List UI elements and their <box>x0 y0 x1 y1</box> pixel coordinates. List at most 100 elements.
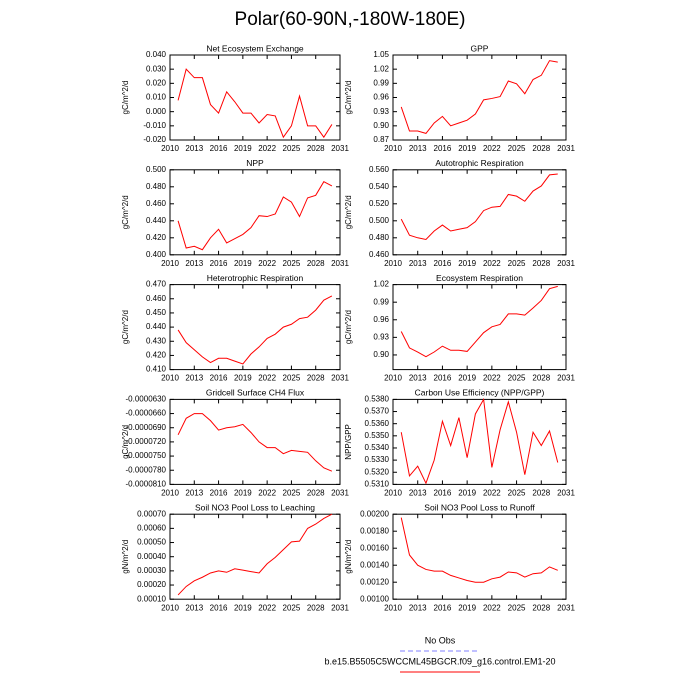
x-tick-label: 2013 <box>409 374 427 383</box>
y-tick-label: -0.0000780 <box>126 465 167 474</box>
x-tick-label: 2028 <box>307 144 325 153</box>
y-tick-label: 0.96 <box>373 315 389 324</box>
x-tick-label: 2016 <box>210 144 228 153</box>
y-tick-label: 0.020 <box>146 78 167 87</box>
x-tick-label: 2025 <box>283 374 301 383</box>
panel-title: Net Ecosystem Exchange <box>206 43 304 53</box>
x-tick-label: 2013 <box>409 259 427 268</box>
data-line <box>177 513 333 596</box>
y-tick-label: 0.470 <box>146 280 167 289</box>
y-tick-label: 0.00030 <box>137 566 166 575</box>
x-tick-label: 2025 <box>508 259 526 268</box>
y-tick-label: 0.400 <box>146 250 167 259</box>
y-tick-label: -0.020 <box>143 135 166 144</box>
y-tick-label: 0.000 <box>146 107 167 116</box>
y-axis-label: NPP/GPP <box>344 424 353 460</box>
x-tick-label: 2028 <box>532 259 550 268</box>
x-tick-label: 2016 <box>210 603 228 612</box>
y-tick-label: 0.540 <box>369 182 390 191</box>
x-tick-label: 2025 <box>508 374 526 383</box>
y-tick-label: 0.420 <box>146 233 167 242</box>
plot-frame <box>392 284 567 371</box>
y-tick-label: 0.5330 <box>365 455 390 464</box>
panel-title: Carbon Use Efficiency (NPP/GPP) <box>415 388 545 398</box>
y-tick-label: 0.90 <box>373 350 389 359</box>
y-tick-label: -0.0000750 <box>126 451 167 460</box>
y-tick-label: 1.05 <box>373 50 389 59</box>
y-axis-label: gC/m^2/d <box>344 310 353 344</box>
x-tick-label: 2025 <box>283 144 301 153</box>
y-tick-label: 0.460 <box>146 199 167 208</box>
y-tick-label: 0.430 <box>146 336 167 345</box>
x-tick-label: 2013 <box>185 374 203 383</box>
y-tick-label: 0.00180 <box>360 526 389 535</box>
y-tick-label: 0.420 <box>146 351 167 360</box>
x-tick-label: 2028 <box>532 603 550 612</box>
y-tick-label: 0.99 <box>373 297 389 306</box>
y-tick-label: 0.96 <box>373 93 389 102</box>
x-tick-label: 2031 <box>331 259 349 268</box>
x-tick-label: 2031 <box>557 144 575 153</box>
x-tick-label: 2010 <box>384 489 402 498</box>
y-tick-label: 0.93 <box>373 107 389 116</box>
y-tick-label: 0.00020 <box>137 580 166 589</box>
panel-title: Ecosystem Respiration <box>436 273 523 283</box>
y-tick-label: 0.5320 <box>365 467 390 476</box>
data-line <box>177 295 333 365</box>
y-tick-label: 0.030 <box>146 64 167 73</box>
x-tick-label: 2028 <box>532 374 550 383</box>
plot-frame <box>392 513 567 600</box>
plot-frame <box>392 398 567 485</box>
legend-label: No Obs <box>425 635 456 645</box>
y-tick-label: 0.5360 <box>365 419 390 428</box>
y-tick-label: -0.0000630 <box>126 395 167 404</box>
x-tick-label: 2013 <box>409 144 427 153</box>
y-tick-label: 0.450 <box>146 308 167 317</box>
plot-frame <box>169 169 341 256</box>
y-tick-label: 0.5340 <box>365 443 390 452</box>
x-tick-label: 2016 <box>434 603 452 612</box>
x-tick-label: 2010 <box>384 374 402 383</box>
y-tick-label: 0.93 <box>373 332 389 341</box>
x-tick-label: 2010 <box>161 144 179 153</box>
x-tick-label: 2010 <box>161 603 179 612</box>
x-tick-label: 2013 <box>185 259 203 268</box>
plot-frame <box>392 169 567 256</box>
x-tick-label: 2010 <box>384 259 402 268</box>
x-tick-label: 2022 <box>258 489 276 498</box>
y-tick-label: 0.460 <box>369 250 390 259</box>
x-tick-label: 2013 <box>185 603 203 612</box>
x-tick-label: 2025 <box>283 603 301 612</box>
x-tick-label: 2013 <box>185 144 203 153</box>
x-tick-label: 2022 <box>483 144 501 153</box>
y-tick-label: 0.480 <box>369 233 390 242</box>
y-tick-label: 0.040 <box>146 50 167 59</box>
y-tick-label: 0.410 <box>146 365 167 374</box>
x-tick-label: 2016 <box>210 259 228 268</box>
x-tick-label: 2013 <box>185 489 203 498</box>
legend-label: b.e15.B5505C5WCCML45BGCR.f09_g16.control… <box>324 656 555 666</box>
x-tick-label: 2013 <box>409 603 427 612</box>
x-tick-label: 2022 <box>483 603 501 612</box>
x-tick-label: 2019 <box>234 259 252 268</box>
x-tick-label: 2019 <box>234 603 252 612</box>
panel-title: Gridcell Surface CH4 Flux <box>206 388 305 398</box>
y-tick-label: 0.5370 <box>365 407 390 416</box>
x-tick-label: 2016 <box>210 489 228 498</box>
panel-title: Soil NO3 Pool Loss to Runoff <box>424 502 535 512</box>
x-tick-label: 2022 <box>483 259 501 268</box>
x-tick-label: 2025 <box>283 489 301 498</box>
x-tick-label: 2028 <box>307 374 325 383</box>
y-tick-label: 0.00140 <box>360 560 389 569</box>
y-tick-label: 0.5350 <box>365 431 390 440</box>
x-tick-label: 2016 <box>210 374 228 383</box>
x-tick-label: 2019 <box>234 489 252 498</box>
x-tick-label: 2031 <box>331 603 349 612</box>
y-tick-label: 0.00050 <box>137 538 166 547</box>
panel-title: GPP <box>471 43 489 53</box>
panel-title: NPP <box>246 158 264 168</box>
y-axis-label: gC/m^2/d <box>121 195 130 229</box>
x-tick-label: 2025 <box>508 603 526 612</box>
y-tick-label: 0.00070 <box>137 509 166 518</box>
